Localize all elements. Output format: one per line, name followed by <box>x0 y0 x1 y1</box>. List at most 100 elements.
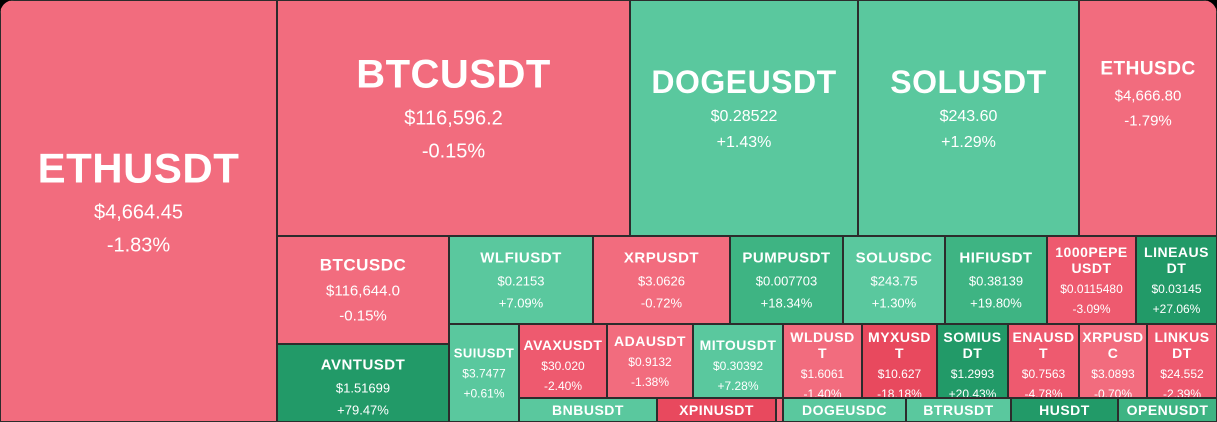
tile-label-group: MITOUSDT $0.30392 +7.28% <box>694 337 782 393</box>
tile-dogeusdt[interactable]: DOGEUSDT $0.28522 +1.43% <box>630 0 858 236</box>
tile-symbol: MITOUSDT <box>699 337 777 353</box>
tile-price: $30.020 <box>541 359 585 373</box>
tile-change-percent: -1.83% <box>106 234 171 257</box>
tile-change-percent: -0.15% <box>339 307 387 325</box>
tile-ethusdt[interactable]: ETHUSDT $4,664.45 -1.83% <box>0 0 277 422</box>
tile-price: $24.552 <box>1160 367 1204 381</box>
tile-change-percent: +18.34% <box>760 295 813 311</box>
tile-change-percent: +1.43% <box>716 134 772 151</box>
tile-dogeusdc[interactable]: DOGEUSDC <box>783 398 906 422</box>
tile-hifiusdt[interactable]: HIFIUSDT $0.38139 +19.80% <box>945 236 1047 324</box>
tile-change-percent: -0.15% <box>421 140 486 163</box>
tile-price: $0.28522 <box>710 108 778 125</box>
tile-pumpusdt[interactable]: PUMPUSDT $0.007703 +18.34% <box>730 236 843 324</box>
tile-symbol: BNBUSDT <box>552 402 624 418</box>
tile-symbol: BTCUSDC <box>319 255 407 275</box>
tile-price: $3.7477 <box>462 366 506 381</box>
tile-price: $243.75 <box>870 273 918 289</box>
tile-price: $0.9132 <box>628 355 672 369</box>
tile-lineausdt[interactable]: LINEAUSDT $0.03145 +27.06% <box>1136 236 1217 324</box>
tile-blank[interactable] <box>776 398 783 422</box>
tile-symbol: PUMPUSDT <box>742 249 831 267</box>
tile-symbol: SOLUSDC <box>855 249 933 267</box>
tile-suiusdt[interactable]: SUIUSDT $3.7477 +0.61% <box>449 324 519 422</box>
tile-change-percent: +27.06% <box>1152 302 1201 316</box>
tile-label-group: ENAUSDT $0.7563 -4.78% <box>1009 329 1078 397</box>
tile-price: $1.6061 <box>800 367 845 381</box>
tile-solusdt[interactable]: SOLUSDT $243.60 +1.29% <box>858 0 1079 236</box>
tile-label-group: LINEAUSDT $0.03145 +27.06% <box>1137 244 1216 316</box>
tile-label-group: HUSDT <box>1012 402 1117 418</box>
tile-1000pepeusdt[interactable]: 1000PEPEUSDT $0.0115480 -3.09% <box>1047 236 1136 324</box>
tile-change-percent: +7.28% <box>717 379 759 393</box>
tile-xrpusdt[interactable]: XRPUSDT $3.0626 -0.72% <box>593 236 730 324</box>
tile-price: $116,644.0 <box>326 282 400 300</box>
tile-myxusdt[interactable]: MYXUSDT $10.627 -18.18% <box>862 324 937 398</box>
tile-price: $1.51699 <box>335 380 391 396</box>
tile-price: $1.2993 <box>950 367 995 381</box>
tile-price: $4,664.45 <box>94 201 183 224</box>
tile-openusdt[interactable]: OPENUSDT <box>1118 398 1217 422</box>
tile-symbol: WLDUSDT <box>790 329 855 361</box>
tile-change-percent: +1.29% <box>941 134 996 151</box>
tile-enausdt[interactable]: ENAUSDT $0.7563 -4.78% <box>1008 324 1079 398</box>
tile-bnbusdt[interactable]: BNBUSDT <box>519 398 657 422</box>
tile-change-percent: -1.79% <box>1124 112 1172 130</box>
tile-change-percent: +1.30% <box>871 295 917 311</box>
tile-symbol: WLFIUSDT <box>480 249 562 267</box>
tile-label-group: BTRUSDT <box>907 402 1010 418</box>
tile-avntusdt[interactable]: AVNTUSDT $1.51699 +79.47% <box>277 344 449 422</box>
tile-symbol: OPENUSDT <box>1126 402 1209 418</box>
tile-price: $243.60 <box>939 108 998 125</box>
tile-label-group: MYXUSDT $10.627 -18.18% <box>863 329 936 397</box>
tile-symbol: 1000PEPEUSDT <box>1055 244 1128 276</box>
tile-solusdc[interactable]: SOLUSDC $243.75 +1.30% <box>843 236 945 324</box>
tile-label-group: WLDUSDT $1.6061 -1.40% <box>784 329 861 398</box>
tile-btcusdc[interactable]: BTCUSDC $116,644.0 -0.15% <box>277 236 449 344</box>
tile-label-group: 1000PEPEUSDT $0.0115480 -3.09% <box>1048 244 1135 316</box>
tile-ethusdc[interactable]: ETHUSDC $4,666.80 -1.79% <box>1079 0 1217 236</box>
tile-price: $0.38139 <box>968 273 1024 289</box>
tile-label-group: SUIUSDT $3.7477 +0.61% <box>450 346 518 401</box>
tile-change-percent: -2.39% <box>1162 387 1202 398</box>
tile-symbol: SUIUSDT <box>453 345 515 361</box>
tile-label-group: WLFIUSDT $0.2153 +7.09% <box>450 250 592 311</box>
tile-price: $116,596.2 <box>404 107 503 130</box>
tile-label-group: XRPUSDC $3.0893 -0.70% <box>1080 329 1146 398</box>
tile-change-percent: -0.70% <box>1093 387 1133 398</box>
tile-adausdt[interactable]: ADAUSDT $0.9132 -1.38% <box>607 324 693 398</box>
tile-change-percent: +7.09% <box>498 295 544 311</box>
tile-label-group: ETHUSDT $4,664.45 -1.83% <box>1 145 276 258</box>
tile-change-percent: -1.40% <box>803 387 842 398</box>
tile-label-group: SOLUSDT $243.60 +1.29% <box>859 64 1078 152</box>
tile-symbol: BTCUSDT <box>356 52 551 97</box>
tile-symbol: MYXUSDT <box>868 329 931 361</box>
tile-wlfiusdt[interactable]: WLFIUSDT $0.2153 +7.09% <box>449 236 593 324</box>
tile-xrpusdc[interactable]: XRPUSDC $3.0893 -0.70% <box>1079 324 1147 398</box>
tile-symbol: SOMIUSDT <box>943 329 1002 361</box>
tile-symbol: BTRUSDT <box>923 402 994 418</box>
tile-change-percent: -3.09% <box>1072 302 1111 316</box>
tile-wldusdt[interactable]: WLDUSDT $1.6061 -1.40% <box>783 324 862 398</box>
tile-price: $3.0626 <box>638 273 685 289</box>
tile-somiusdt[interactable]: SOMIUSDT $1.2993 +20.43% <box>937 324 1008 398</box>
tile-avaxusdt[interactable]: AVAXUSDT $30.020 -2.40% <box>519 324 607 398</box>
tile-change-percent: +0.61% <box>463 386 505 401</box>
tile-btrusdt[interactable]: BTRUSDT <box>906 398 1011 422</box>
tile-label-group: BTCUSDT $116,596.2 -0.15% <box>278 53 629 164</box>
tile-label-group: DOGEUSDC <box>784 402 905 418</box>
tile-symbol: LINEAUSDT <box>1144 244 1209 276</box>
tile-price: $0.30392 <box>712 359 764 373</box>
tile-linkusdt[interactable]: LINKUSDT $24.552 -2.39% <box>1147 324 1217 398</box>
tile-btcusdt[interactable]: BTCUSDT $116,596.2 -0.15% <box>277 0 630 236</box>
tile-symbol: ADAUSDT <box>614 333 686 349</box>
tile-mitousdt[interactable]: MITOUSDT $0.30392 +7.28% <box>693 324 783 398</box>
tile-xpinusdt[interactable]: XPINUSDT <box>657 398 776 422</box>
tile-symbol: ETHUSDT <box>37 144 240 192</box>
tile-label-group: XPINUSDT <box>658 402 775 418</box>
tile-husdt[interactable]: HUSDT <box>1011 398 1118 422</box>
tile-label-group: HIFIUSDT $0.38139 +19.80% <box>946 250 1046 311</box>
tile-price: $10.627 <box>877 367 922 381</box>
tile-price: $0.2153 <box>497 273 545 289</box>
tile-change-percent: -2.40% <box>543 379 583 393</box>
